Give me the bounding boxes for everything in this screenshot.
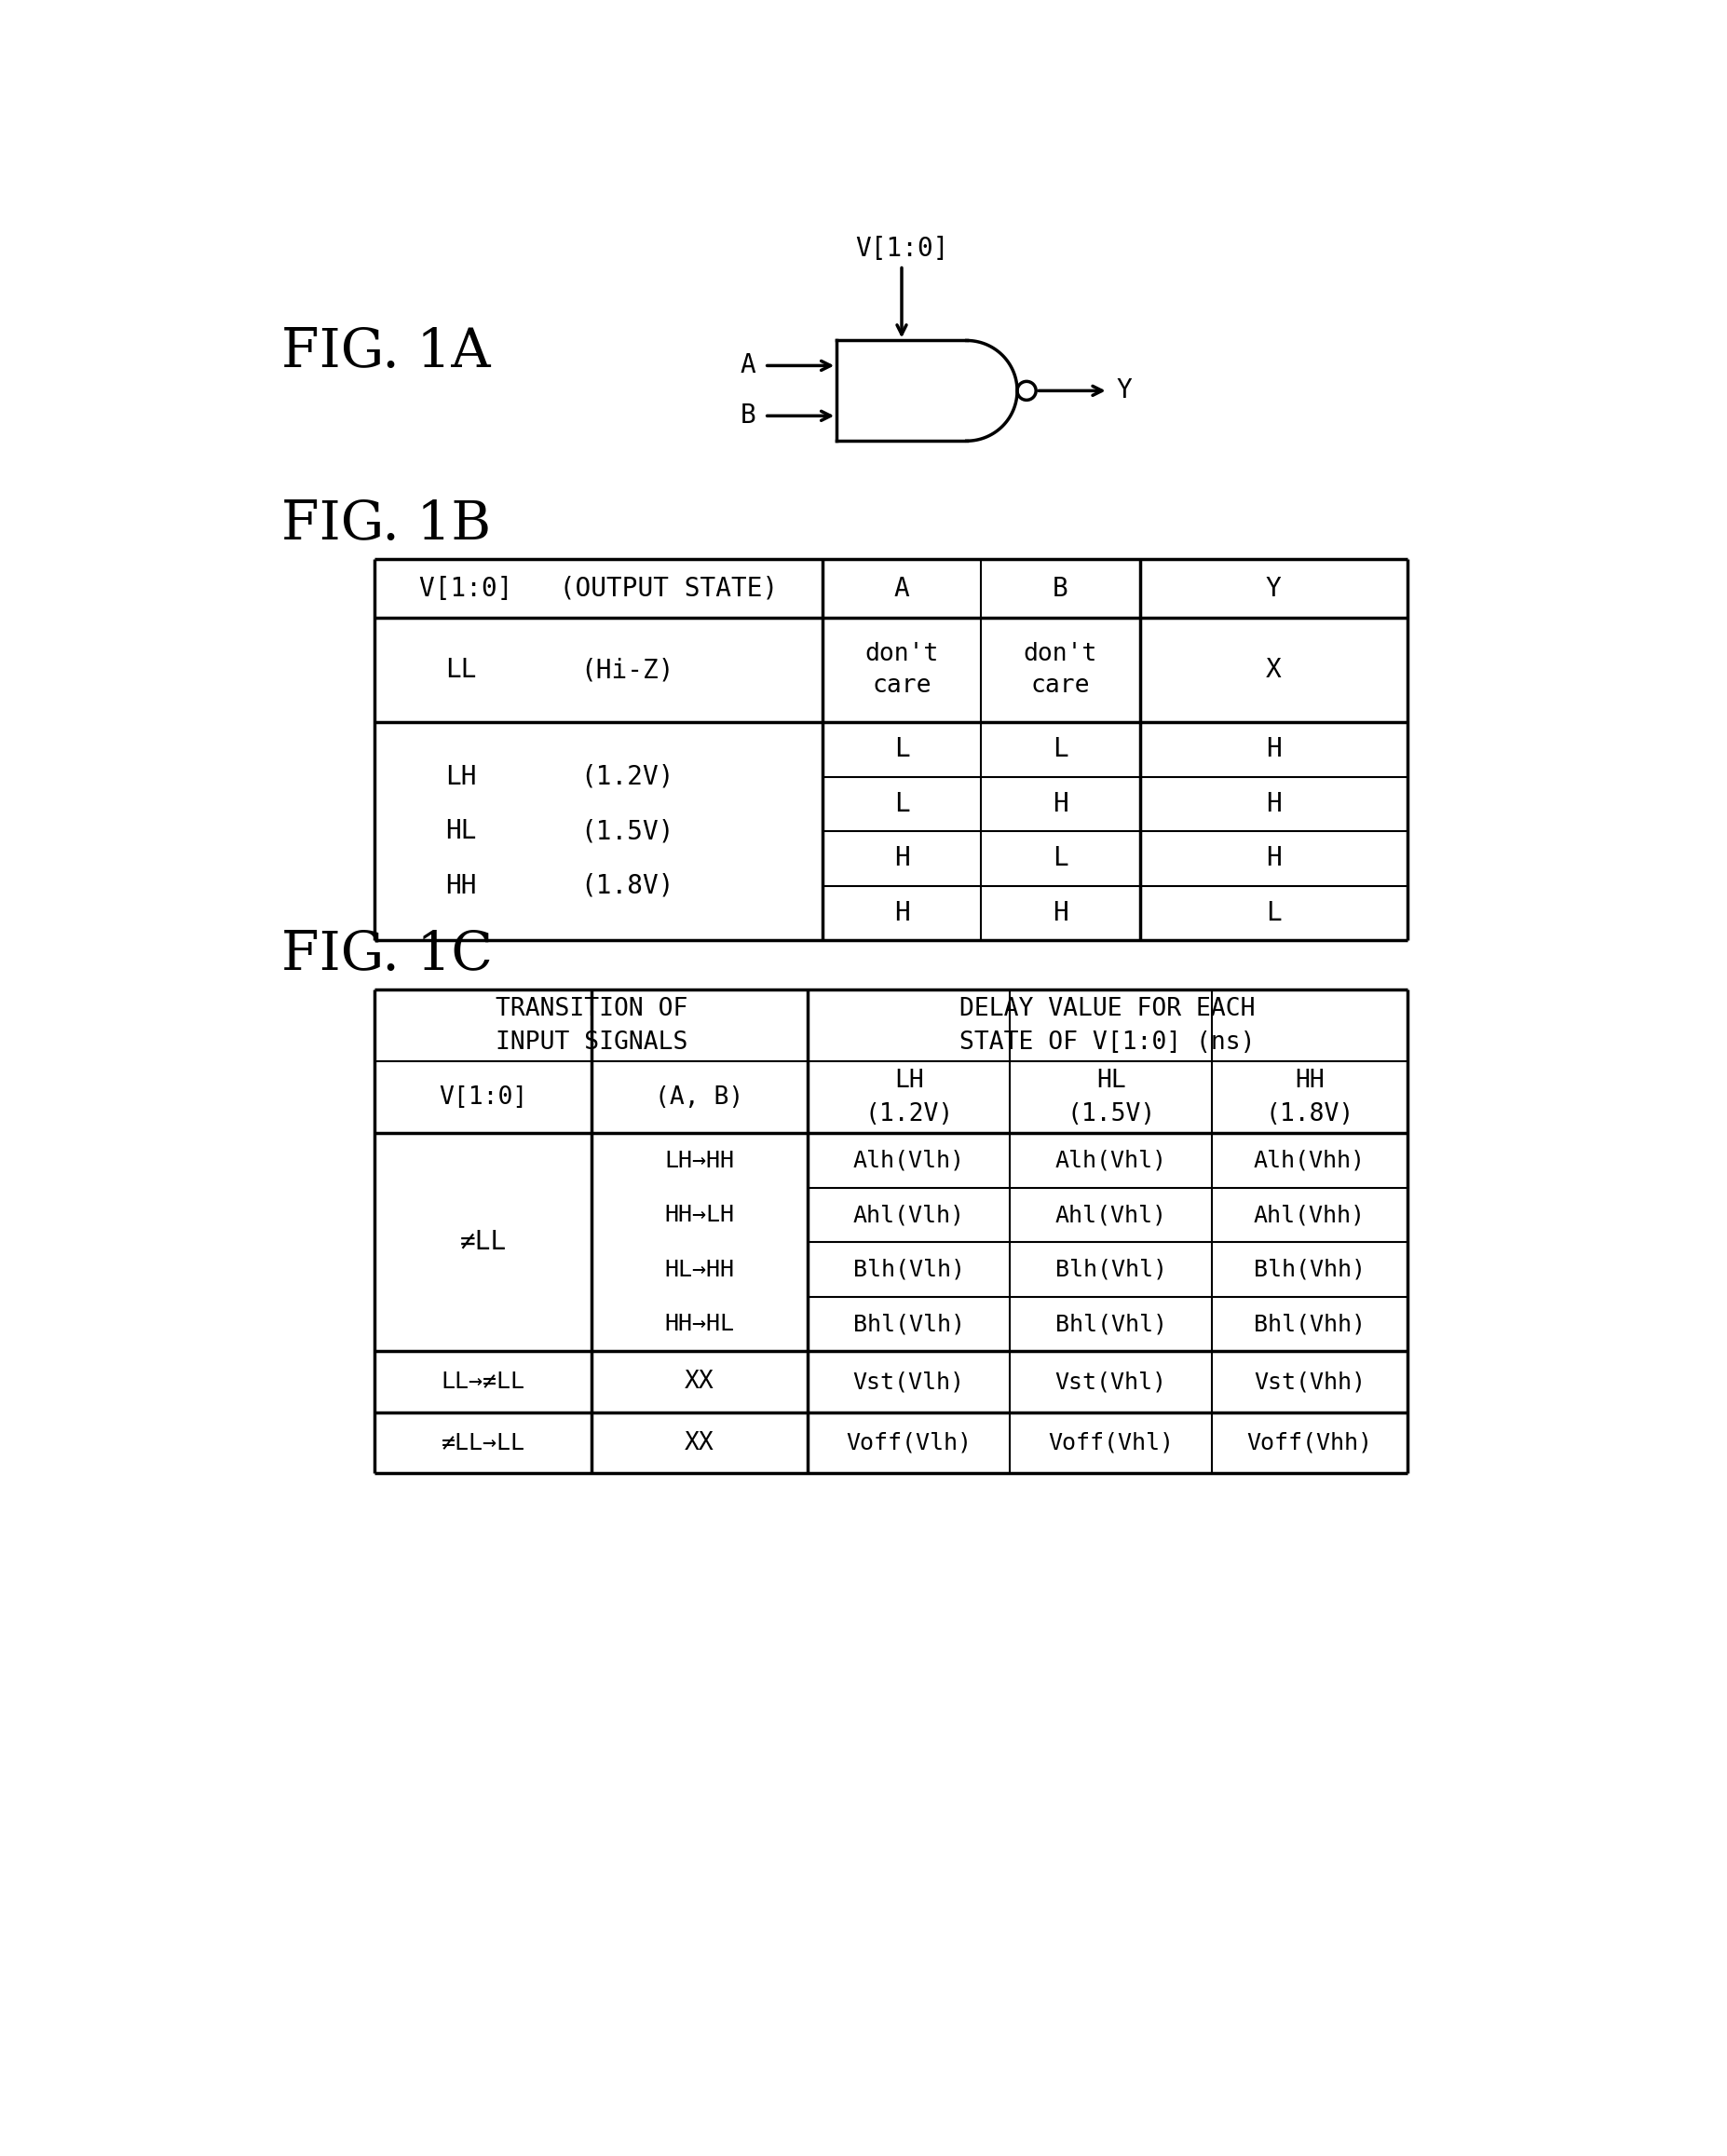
Text: Y: Y: [1117, 377, 1133, 403]
Text: HL
(1.5V): HL (1.5V): [1067, 1069, 1155, 1125]
Text: Vst(Vhh): Vst(Vhh): [1254, 1371, 1366, 1393]
Text: L: L: [895, 737, 910, 763]
Text: FIG. 1A: FIG. 1A: [282, 326, 490, 377]
Text: H: H: [1266, 845, 1281, 871]
Text: LL→≠LL: LL→≠LL: [440, 1371, 525, 1393]
Text: LH→HH: LH→HH: [665, 1149, 734, 1171]
Text: L: L: [1053, 737, 1069, 763]
Text: LH
(1.2V): LH (1.2V): [865, 1069, 953, 1125]
Text: (A, B): (A, B): [655, 1084, 744, 1110]
Text: V[1:0]: V[1:0]: [855, 235, 948, 261]
Text: HH→LH: HH→LH: [665, 1203, 734, 1227]
Text: H: H: [895, 845, 910, 871]
Text: L: L: [895, 791, 910, 817]
Text: H: H: [895, 899, 910, 927]
Text: Alh(Vhh): Alh(Vhh): [1254, 1149, 1366, 1171]
Text: B: B: [1053, 576, 1069, 602]
Text: V[1:0]   (OUTPUT STATE): V[1:0] (OUTPUT STATE): [420, 576, 777, 602]
Text: A: A: [895, 576, 910, 602]
Text: Bhl(Vlh): Bhl(Vlh): [853, 1313, 965, 1335]
Text: LH: LH: [446, 763, 477, 789]
Text: Voff(Vlh): Voff(Vlh): [846, 1432, 972, 1453]
Text: B: B: [741, 403, 756, 429]
Text: H: H: [1266, 737, 1281, 763]
Text: Alh(Vlh): Alh(Vlh): [853, 1149, 965, 1171]
Text: L: L: [1053, 845, 1069, 871]
Text: (1.2V): (1.2V): [580, 763, 674, 789]
Text: HH: HH: [446, 873, 477, 899]
Text: DELAY VALUE FOR EACH
STATE OF V[1:0] (ns): DELAY VALUE FOR EACH STATE OF V[1:0] (ns…: [960, 996, 1256, 1054]
Text: H: H: [1053, 791, 1069, 817]
Text: don't
care: don't care: [865, 642, 939, 699]
Text: FIG. 1B: FIG. 1B: [282, 498, 490, 550]
Text: Blh(Vhl): Blh(Vhl): [1055, 1259, 1167, 1281]
Text: ≠LL: ≠LL: [459, 1229, 506, 1255]
Text: LL: LL: [446, 658, 477, 683]
Text: HL: HL: [446, 817, 477, 845]
Text: XX: XX: [686, 1369, 715, 1395]
Text: Vst(Vlh): Vst(Vlh): [853, 1371, 965, 1393]
Text: (1.8V): (1.8V): [580, 873, 674, 899]
Text: Y: Y: [1266, 576, 1281, 602]
Text: Bhl(Vhl): Bhl(Vhl): [1055, 1313, 1167, 1335]
Text: XX: XX: [686, 1432, 715, 1455]
Text: FIG. 1C: FIG. 1C: [282, 929, 492, 981]
Text: TRANSITION OF
INPUT SIGNALS: TRANSITION OF INPUT SIGNALS: [496, 996, 687, 1054]
Text: HL→HH: HL→HH: [665, 1259, 734, 1281]
Text: HH
(1.8V): HH (1.8V): [1266, 1069, 1354, 1125]
Text: H: H: [1266, 791, 1281, 817]
Text: Blh(Vlh): Blh(Vlh): [853, 1259, 965, 1281]
Text: Blh(Vhh): Blh(Vhh): [1254, 1259, 1366, 1281]
Text: Ahl(Vhl): Ahl(Vhl): [1055, 1203, 1167, 1227]
Text: don't
care: don't care: [1024, 642, 1097, 699]
Text: (Hi-Z): (Hi-Z): [580, 658, 674, 683]
Text: H: H: [1053, 899, 1069, 927]
Text: Voff(Vhh): Voff(Vhh): [1247, 1432, 1373, 1453]
Text: A: A: [741, 354, 756, 379]
Text: HH→HL: HH→HL: [665, 1313, 734, 1335]
Text: (1.5V): (1.5V): [580, 817, 674, 845]
Text: X: X: [1266, 658, 1281, 683]
Text: Voff(Vhl): Voff(Vhl): [1048, 1432, 1174, 1453]
Text: Alh(Vhl): Alh(Vhl): [1055, 1149, 1167, 1171]
Text: Vst(Vhl): Vst(Vhl): [1055, 1371, 1167, 1393]
Text: Ahl(Vhh): Ahl(Vhh): [1254, 1203, 1366, 1227]
Text: V[1:0]: V[1:0]: [439, 1084, 527, 1110]
Text: Ahl(Vlh): Ahl(Vlh): [853, 1203, 965, 1227]
Text: L: L: [1266, 899, 1281, 927]
Text: ≠LL→LL: ≠LL→LL: [440, 1432, 525, 1453]
Text: Bhl(Vhh): Bhl(Vhh): [1254, 1313, 1366, 1335]
